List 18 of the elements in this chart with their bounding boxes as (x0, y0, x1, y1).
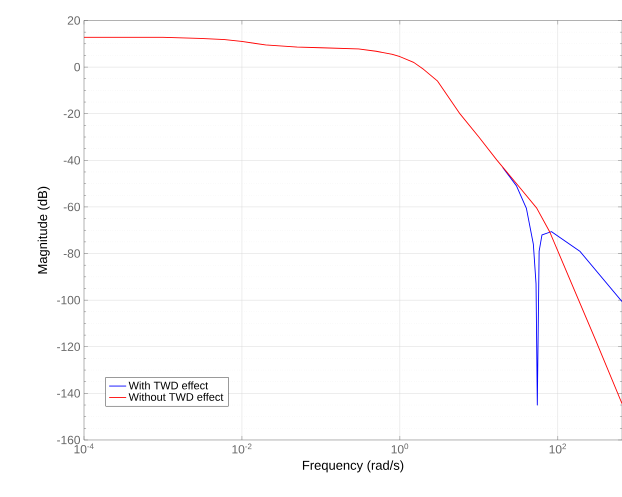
y-axis-title: Magnitude (dB) (38, 186, 50, 274)
y-tick-label: -120 (57, 342, 80, 351)
y-tick-label: -140 (57, 389, 80, 398)
y-tick-label: -40 (64, 156, 80, 165)
x-tick-label: 10$^{0}$ (392, 444, 408, 454)
y-tick-label: -100 (57, 296, 80, 304)
legend-label: With TWD effect (128, 381, 208, 390)
y-tick-label: -160 (57, 436, 80, 444)
x-axis-title: Frequency (rad/s) (302, 460, 404, 472)
y-tick-label: 0 (74, 62, 80, 72)
x-tick-label: 10$^{-2}$ (232, 444, 252, 454)
x-tick-label: 10$^{-4}$ (74, 444, 94, 454)
y-tick-label: 20 (68, 16, 80, 25)
x-tick-label: 10$^{2}$ (550, 444, 566, 454)
y-tick-label: -60 (64, 202, 80, 212)
legend-label: Without TWD effect (128, 392, 224, 401)
y-tick-label: -80 (64, 249, 80, 258)
y-tick-label: -20 (64, 109, 80, 118)
